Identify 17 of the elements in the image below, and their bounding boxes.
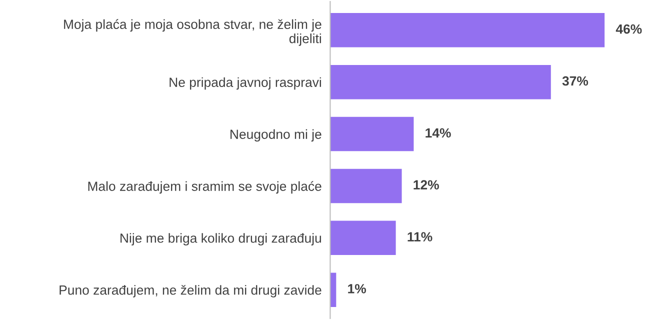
y-tick-label: Nije me briga koliko drugi zarađuju [120, 233, 322, 246]
y-tick-label: Ne pripada javnoj raspravi [170, 77, 321, 90]
y-tick-label: Malo zarađujem i sramim se svoje plaće [88, 181, 322, 194]
bar [330, 116, 414, 152]
y-tick-label: Neugodno mi je [230, 129, 322, 142]
data-label: 11% [408, 232, 432, 242]
bar [330, 64, 551, 100]
y-tick-label: Moja plaća je moja osobna stvar, ne želim je dijeliti [64, 19, 322, 46]
data-label: 46% [616, 24, 642, 34]
bar [330, 168, 402, 204]
bar [330, 13, 605, 48]
data-label: 12% [414, 180, 439, 190]
bar [330, 220, 396, 256]
data-label: 1% [348, 284, 366, 294]
y-tick-label: Puno zarađujem, ne želim da mi drugi zavide [60, 285, 322, 298]
data-label: 14% [426, 128, 451, 138]
data-label: 37% [562, 76, 588, 86]
